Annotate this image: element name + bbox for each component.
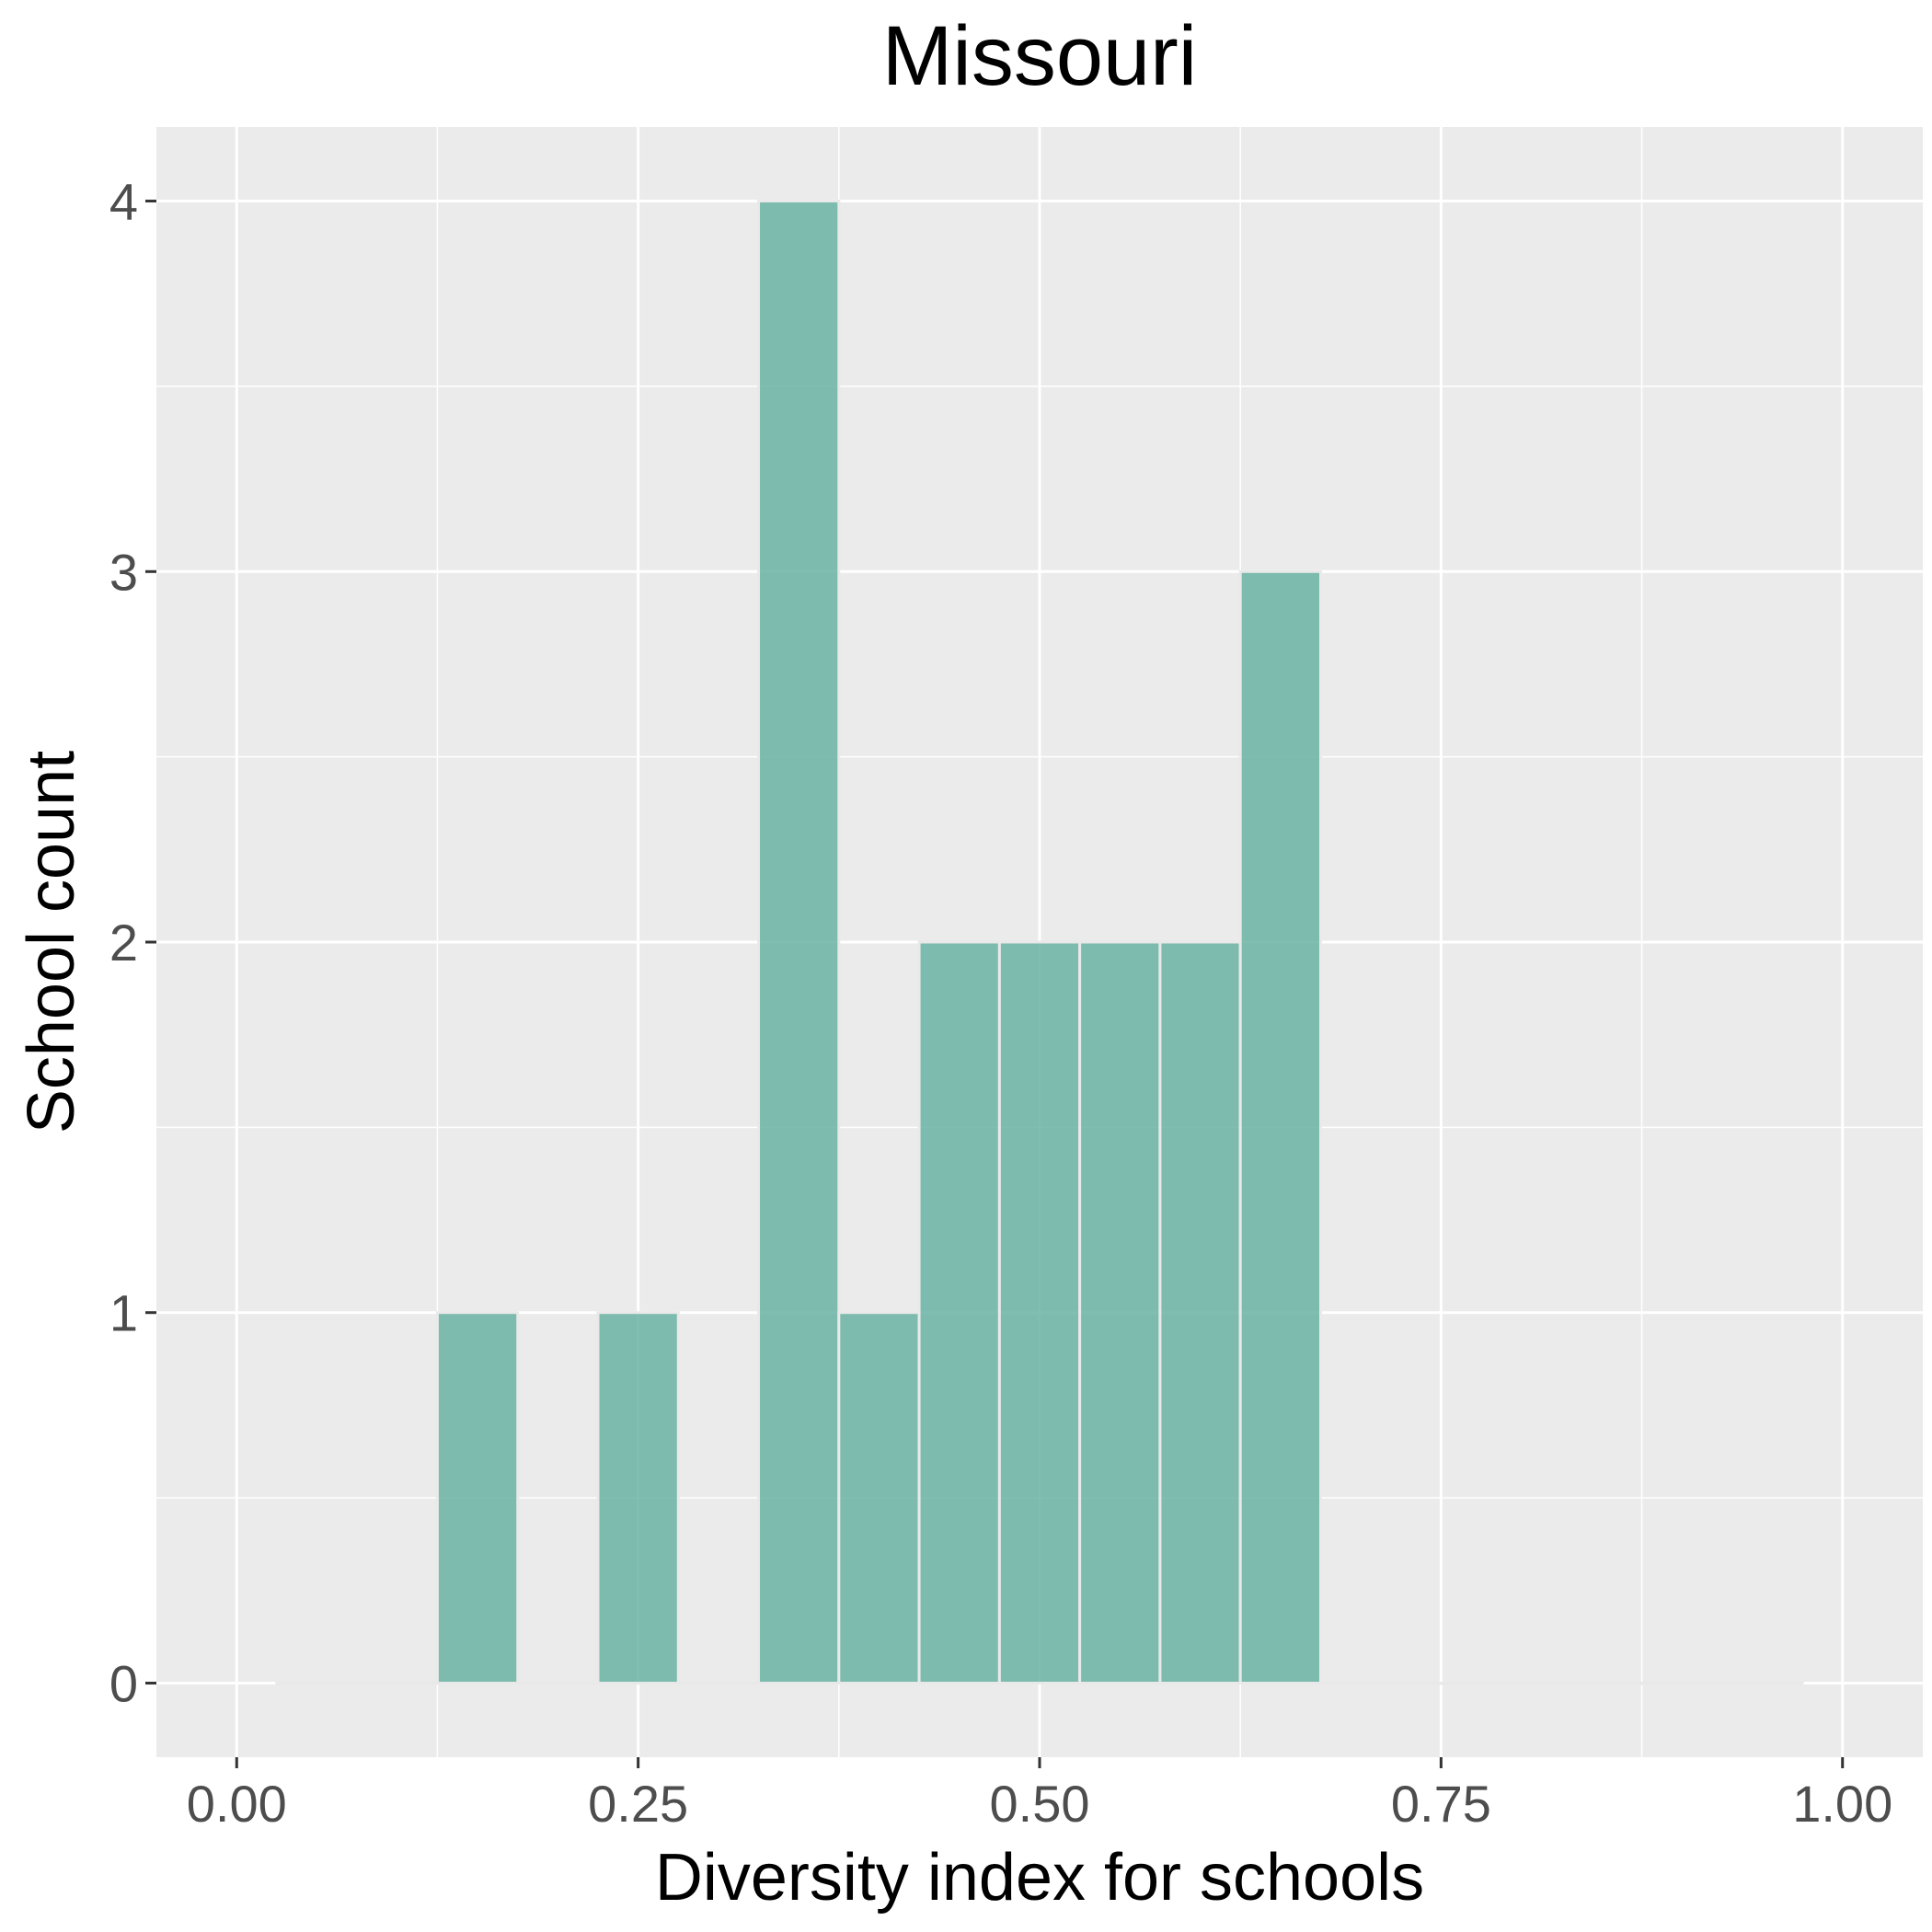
histogram-bar — [1399, 1681, 1483, 1685]
histogram-bars — [275, 200, 1804, 1685]
y-tick-label: 2 — [109, 914, 138, 972]
histogram-bar — [1640, 1681, 1724, 1685]
y-axis-title: School count — [15, 751, 88, 1133]
x-tick-label: 0.75 — [1391, 1775, 1491, 1833]
histogram-bar — [1559, 1681, 1644, 1685]
chart-title: Missouri — [882, 9, 1197, 103]
histogram-bar — [917, 940, 1001, 1685]
x-axis-title: Diversity index for schools — [655, 1841, 1424, 1915]
y-axis: 0 1 2 3 4 — [109, 173, 156, 1712]
y-tick-label: 4 — [109, 173, 138, 231]
histogram-bar — [1158, 940, 1242, 1685]
histogram-bar — [1078, 940, 1162, 1685]
x-axis: 0.00 0.25 0.50 0.75 1.00 — [187, 1757, 1892, 1833]
histogram-bar — [997, 940, 1082, 1685]
y-tick-label: 0 — [109, 1654, 138, 1712]
histogram-bar — [676, 1681, 761, 1685]
histogram-bar — [435, 1311, 520, 1685]
histogram-bar — [1479, 1681, 1563, 1685]
histogram-bar — [757, 200, 841, 1685]
histogram-bar — [596, 1311, 680, 1685]
histogram-bar — [837, 1311, 921, 1685]
x-tick-label: 0.00 — [187, 1775, 287, 1833]
histogram-bar — [355, 1681, 439, 1685]
histogram-bar — [1238, 569, 1322, 1685]
y-tick-label: 3 — [109, 543, 138, 601]
histogram-bar — [1720, 1681, 1804, 1685]
histogram-bar — [1318, 1681, 1403, 1685]
histogram-bar — [275, 1681, 359, 1685]
x-tick-label: 1.00 — [1792, 1775, 1892, 1833]
x-tick-label: 0.50 — [990, 1775, 1090, 1833]
histogram-bar — [516, 1681, 600, 1685]
y-tick-label: 1 — [109, 1284, 138, 1342]
x-tick-label: 0.25 — [588, 1775, 688, 1833]
